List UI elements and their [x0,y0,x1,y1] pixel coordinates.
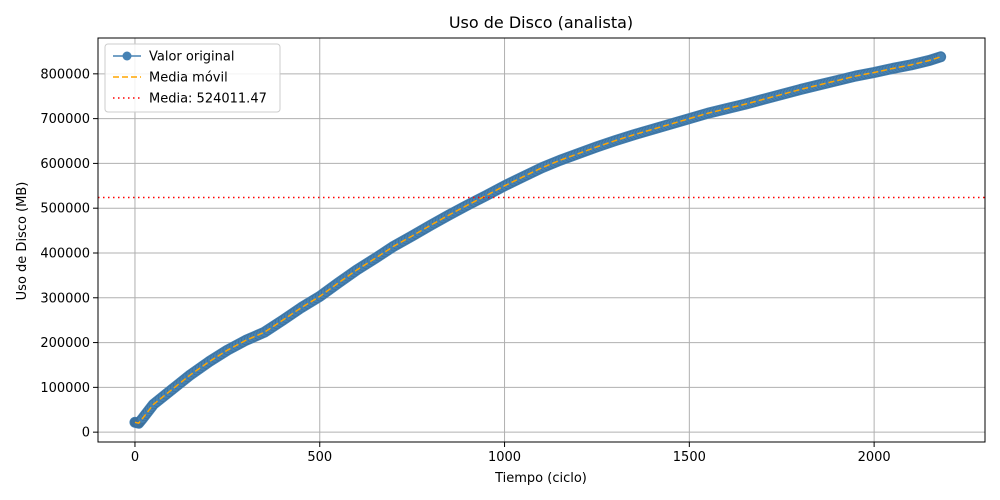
grid-lines [98,38,985,442]
axis-ticks: 0 500 1000 1500 2000 0 100000 200000 300000 40000… [40,67,890,465]
x-axis-label: Tiempo (ciclo) [494,471,587,486]
legend: Valor original Media móvil Media: 524011.4… [104,43,281,113]
legend-box [104,43,281,113]
x-tick-label: 500 [307,450,332,465]
y-tick-label: 500000 [40,202,90,217]
legend-label: Media: 524011.47 [149,92,267,107]
x-tick-label: 1000 [488,450,521,465]
x-tick-label: 0 [131,450,139,465]
legend-marker-original [122,51,132,61]
y-tick-label: 800000 [40,67,90,82]
legend-label: Media móvil [149,71,228,86]
y-tick-label: 100000 [40,381,90,396]
y-tick-label: 0 [82,426,90,441]
y-tick-label: 700000 [40,112,90,127]
y-tick-label: 300000 [40,291,90,306]
x-tick-label: 1500 [673,450,706,465]
plot-frame [97,37,986,443]
y-axis-label: Uso de Disco (MB) [15,182,30,301]
plot-series [98,51,985,429]
y-tick-label: 200000 [40,336,90,351]
moving-average-line [134,56,941,425]
y-tick-label: 600000 [40,157,90,172]
chart-title: Uso de Disco (analista) [449,13,633,32]
legend-label: Valor original [149,50,234,65]
y-tick-label: 400000 [40,246,90,261]
x-tick-label: 2000 [858,450,891,465]
